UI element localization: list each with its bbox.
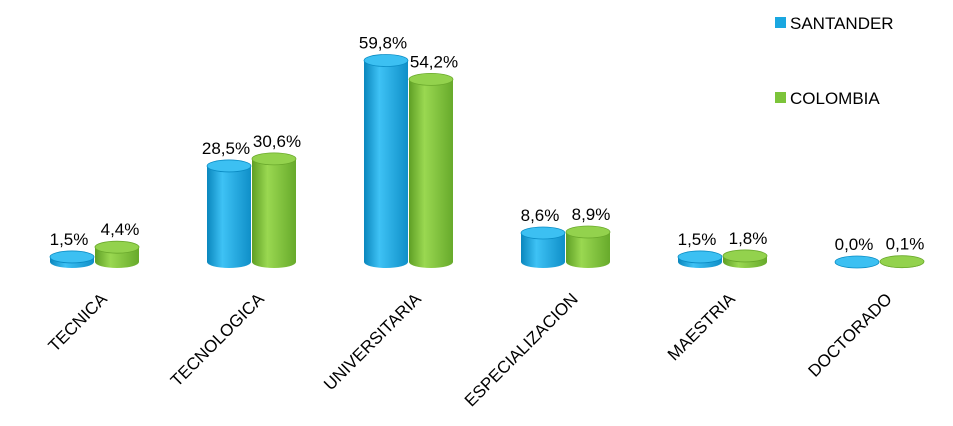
data-label: 8,9% — [572, 205, 611, 224]
legend-swatch-santander — [775, 17, 786, 28]
bar-top — [834, 255, 880, 269]
bar-tecnologica-santander — [206, 159, 252, 268]
bars-layer — [49, 54, 925, 269]
bar-doctorado-colombia — [879, 255, 925, 269]
bar-top — [206, 159, 252, 173]
bar-maestria-santander — [677, 250, 723, 268]
bar-top — [722, 249, 768, 263]
bar-top — [565, 225, 611, 239]
bar-top — [251, 152, 297, 166]
category-label: MAESTRIA — [664, 289, 739, 364]
bar-doctorado-santander — [834, 255, 880, 269]
legend: SANTANDER COLOMBIA — [775, 14, 894, 108]
bar-top — [520, 226, 566, 240]
bar-top — [408, 72, 454, 86]
data-label: 1,5% — [678, 230, 717, 249]
bar-maestria-colombia — [722, 249, 768, 268]
category-label: DOCTORADO — [804, 289, 895, 380]
data-label: 0,1% — [886, 235, 925, 254]
bar-top — [879, 255, 925, 269]
category-label: TECNICA — [45, 289, 112, 356]
bar-body — [207, 165, 251, 268]
data-label: 1,8% — [729, 229, 768, 248]
category-label: ESPECIALIZACION — [461, 289, 582, 410]
data-label: 30,6% — [253, 132, 301, 151]
data-label: 0,0% — [835, 235, 874, 254]
data-label: 8,6% — [521, 206, 560, 225]
bar-tecnologica-colombia — [251, 152, 297, 268]
data-label: 4,4% — [101, 220, 140, 239]
bar-universitaria-santander — [363, 54, 409, 268]
data-label: 59,8% — [359, 33, 407, 52]
category-label: UNIVERSITARIA — [320, 289, 425, 394]
data-label: 1,5% — [50, 230, 89, 249]
bar-top — [363, 54, 409, 67]
data-label: 54,2% — [410, 52, 458, 71]
bar-body — [521, 233, 565, 268]
bar-especializacion-santander — [520, 226, 566, 268]
bar-universitaria-colombia — [408, 72, 454, 268]
category-label: TECNOLOGICA — [167, 289, 268, 390]
legend-swatch-colombia — [775, 92, 786, 103]
legend-label-colombia: COLOMBIA — [790, 89, 880, 108]
bar-body — [252, 158, 296, 268]
data-labels-layer: 1,5% 4,4% 28,5% 30,6% 59,8%54,2% 8,6% 8,9% 1,5%… — [50, 33, 925, 254]
bar-top — [49, 250, 95, 264]
bar-body — [566, 232, 610, 268]
bar-body — [364, 60, 408, 268]
bar-top — [94, 240, 140, 254]
category-labels-layer: TECNICA TECNOLOGICA UNIVERSITARIA ESPECIALI… — [45, 289, 896, 410]
bar-especializacion-colombia — [565, 225, 611, 268]
legend-label-santander: SANTANDER — [790, 14, 894, 33]
bar-top — [677, 250, 723, 264]
bar-tecnica-colombia — [94, 240, 140, 268]
data-label: 28,5% — [202, 139, 250, 158]
bar-body — [409, 79, 453, 268]
bar-tecnica-santander — [49, 250, 95, 268]
